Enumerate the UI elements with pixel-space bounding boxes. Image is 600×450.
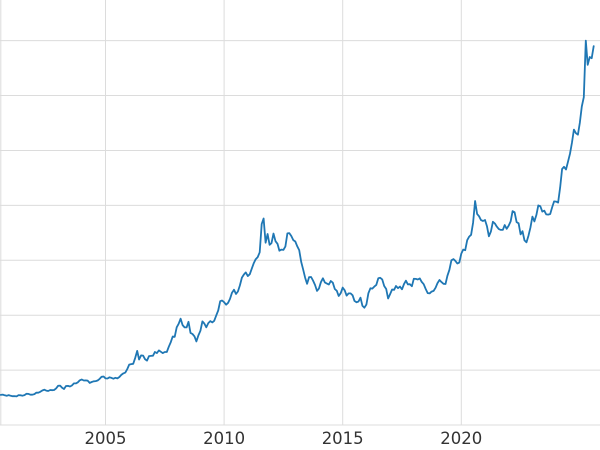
price-line <box>0 39 595 398</box>
x-tick-label: 2015 <box>322 429 364 448</box>
x-tick-label: 2020 <box>440 429 482 448</box>
x-tick-label: 2005 <box>85 429 127 448</box>
x-tick-label: 2010 <box>203 429 245 448</box>
